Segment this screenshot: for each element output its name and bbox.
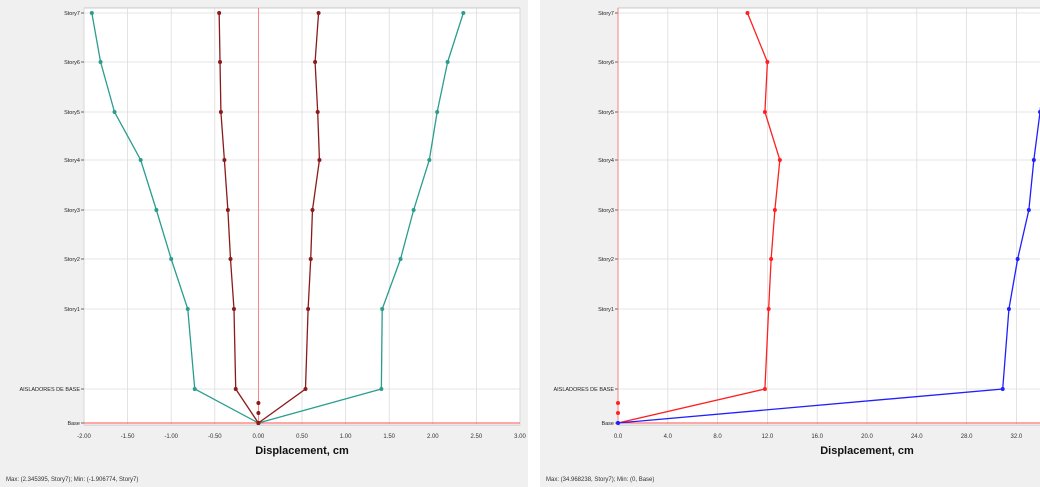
x-tick-label: 8.0 [713, 434, 722, 440]
y-tick-label: Story3 [64, 208, 80, 214]
x-tick-label: -2.00 [77, 434, 91, 440]
series-point [616, 421, 620, 425]
series-point [306, 307, 311, 311]
y-tick-label: Base [601, 421, 614, 427]
series-point [316, 11, 321, 15]
y-tick-label: AISLADORES DE BASE [19, 387, 80, 393]
x-tick-label: 0.50 [296, 434, 308, 440]
series-point [303, 387, 308, 391]
left-displacement-chart: -2.00 -1.50 -1.00 -0.50 0.00 0.50 1.00 1.50 2.00… [0, 0, 528, 487]
series-point [380, 307, 385, 311]
status-bar-right: Max: (34.968238, Story7); Min: (0, Base) [546, 477, 655, 483]
x-tick-label: 1.00 [340, 434, 352, 440]
series-point [315, 110, 320, 114]
plot-area [617, 7, 1040, 426]
x-tick-label: 24.0 [911, 434, 923, 440]
x-tick-label: 2.50 [471, 434, 483, 440]
x-tick-label: 3.00 [514, 434, 526, 440]
series-point [192, 387, 197, 391]
x-tick-label: 0.0 [614, 434, 623, 440]
series-point [1015, 257, 1020, 261]
y-tick-label: Story1 [64, 307, 80, 313]
base-marker [616, 401, 620, 405]
y-tick-label: Story2 [598, 257, 614, 263]
series-point [777, 158, 782, 162]
y-tick-label: Story4 [64, 158, 80, 164]
series-point [310, 208, 315, 212]
series-point [1026, 208, 1031, 212]
left-chart-svg: -2.00 -1.50 -1.00 -0.50 0.00 0.50 1.00 1.50 2.00… [19, 7, 526, 457]
series-point [411, 208, 416, 212]
series-point [379, 387, 384, 391]
series-point [1000, 387, 1005, 391]
right-displacement-chart: 0.04.08.012.016.020.024.028.032.036.04Ba… [540, 0, 1040, 487]
x-tick-label: -1.00 [164, 434, 178, 440]
series-point [427, 158, 432, 162]
x-tick-label: 2.00 [427, 434, 439, 440]
series-point [225, 208, 230, 212]
y-tick-label: AISLADORES DE BASE [553, 387, 614, 393]
y-tick-label: Story7 [64, 11, 80, 17]
series-point [769, 257, 774, 261]
y-tick-label: Story2 [64, 257, 80, 263]
series-point [138, 158, 143, 162]
base-marker [616, 411, 620, 415]
y-tick-label: Story7 [598, 11, 614, 17]
x-tick-label: 1.50 [383, 434, 395, 440]
series-point [222, 158, 227, 162]
y-tick-label: Story6 [598, 60, 614, 66]
series-point [154, 208, 159, 212]
x-tick-label: 28.0 [961, 434, 973, 440]
y-tick-label: Base [67, 421, 80, 427]
x-tick-label: 0.00 [253, 434, 265, 440]
series-point [772, 208, 777, 212]
right-chart-svg: 0.04.08.012.016.020.024.028.032.036.04Ba… [553, 7, 1040, 457]
y-tick-label: Story3 [598, 208, 614, 214]
series-point [98, 60, 103, 64]
series-point [435, 110, 440, 114]
x-tick-label: -1.50 [121, 434, 135, 440]
series-point [89, 11, 94, 15]
series-point [762, 110, 767, 114]
x-tick-label: 16.0 [811, 434, 823, 440]
series-point [745, 11, 750, 15]
series-point [233, 387, 238, 391]
series-point [766, 307, 771, 311]
base-marker [256, 401, 261, 405]
series-point [461, 11, 466, 15]
series-point [228, 257, 233, 261]
series-point [112, 110, 117, 114]
series-point [1006, 307, 1011, 311]
y-tick-label: Story6 [64, 60, 80, 66]
series-point [185, 307, 190, 311]
x-axis-label: Displacement, cm [255, 445, 349, 457]
series-point [231, 307, 236, 311]
series-point [445, 60, 450, 64]
x-tick-label: 20.0 [861, 434, 873, 440]
y-tick-label: Story5 [64, 110, 80, 116]
series-point [765, 60, 770, 64]
series-point [762, 387, 767, 391]
base-marker [256, 411, 261, 415]
x-tick-label: 32.0 [1011, 434, 1023, 440]
series-point [218, 110, 223, 114]
series-point [317, 158, 322, 162]
series-point [217, 11, 222, 15]
x-tick-label: -0.50 [208, 434, 222, 440]
series-point [169, 257, 174, 261]
x-tick-label: 12.0 [762, 434, 774, 440]
y-tick-label: Story5 [598, 110, 614, 116]
series-point [218, 60, 223, 64]
series-point [1031, 158, 1036, 162]
series-point [313, 60, 318, 64]
series-point [256, 421, 261, 425]
series-point [308, 257, 313, 261]
x-axis-label: Displacement, cm [820, 445, 914, 457]
x-tick-label: 4.0 [664, 434, 673, 440]
y-tick-label: Story1 [598, 307, 614, 313]
series-point [398, 257, 403, 261]
status-bar-left: Max: (2.345395, Story7); Min: (-1.906774… [6, 477, 139, 483]
y-tick-label: Story4 [598, 158, 614, 164]
